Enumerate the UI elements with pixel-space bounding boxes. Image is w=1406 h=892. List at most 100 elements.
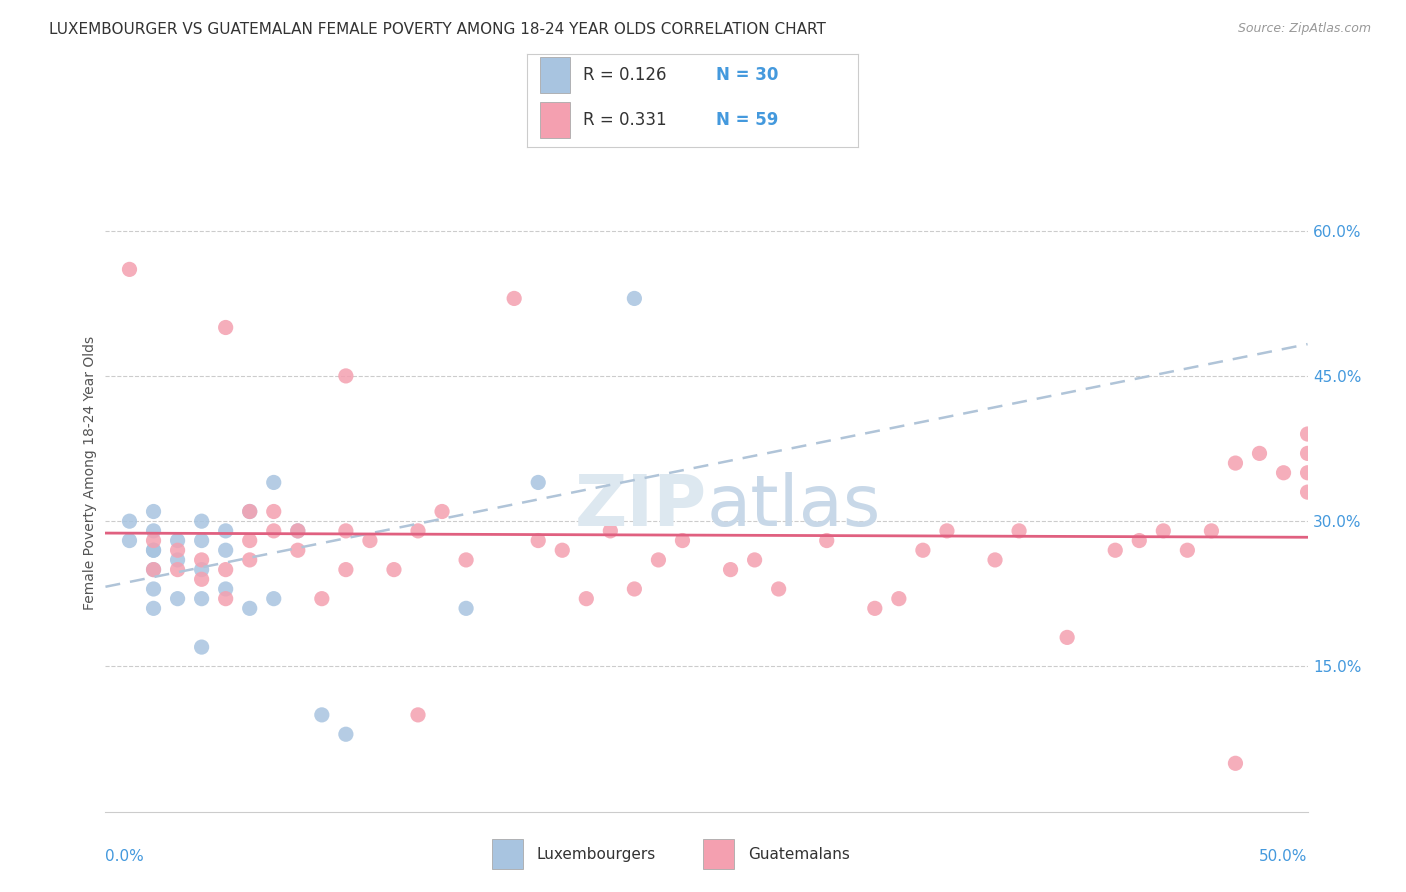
Point — [430, 504, 453, 518]
Point — [142, 543, 165, 558]
Point — [936, 524, 959, 538]
Point — [503, 292, 526, 306]
Point — [1175, 543, 1198, 558]
Point — [575, 591, 598, 606]
Point — [166, 543, 188, 558]
Point — [190, 553, 212, 567]
Point — [166, 563, 188, 577]
Point — [527, 475, 550, 490]
Point — [623, 582, 645, 596]
Point — [166, 591, 188, 606]
Point — [142, 563, 165, 577]
Point — [118, 514, 141, 528]
Point — [263, 504, 285, 518]
Bar — [703, 839, 734, 869]
Point — [1296, 485, 1319, 500]
Point — [142, 533, 165, 548]
Point — [527, 533, 550, 548]
Point — [214, 524, 236, 538]
Point — [214, 543, 236, 558]
Point — [190, 572, 212, 586]
Point — [239, 504, 262, 518]
Point — [335, 368, 357, 383]
Point — [142, 504, 165, 518]
Point — [287, 543, 309, 558]
Point — [190, 563, 212, 577]
Point — [744, 553, 766, 567]
Point — [166, 553, 188, 567]
Point — [263, 524, 285, 538]
Bar — [540, 57, 571, 93]
Point — [190, 640, 212, 654]
Point — [335, 727, 357, 741]
Point — [214, 320, 236, 334]
Point — [1201, 524, 1223, 538]
Point — [1296, 427, 1319, 442]
Point — [190, 533, 212, 548]
Point — [1152, 524, 1174, 538]
Point — [406, 524, 429, 538]
Point — [239, 533, 262, 548]
Point — [454, 553, 477, 567]
Point — [984, 553, 1007, 567]
Point — [359, 533, 381, 548]
Point — [287, 524, 309, 538]
Text: Luxembourgers: Luxembourgers — [537, 847, 655, 862]
Point — [1296, 446, 1319, 460]
Point — [406, 707, 429, 722]
Point — [1104, 543, 1126, 558]
Point — [382, 563, 405, 577]
Bar — [492, 839, 523, 869]
Point — [1225, 456, 1247, 470]
Point — [1128, 533, 1150, 548]
Point — [214, 591, 236, 606]
Point — [142, 563, 165, 577]
Text: 50.0%: 50.0% — [1260, 849, 1308, 864]
Text: LUXEMBOURGER VS GUATEMALAN FEMALE POVERTY AMONG 18-24 YEAR OLDS CORRELATION CHAR: LUXEMBOURGER VS GUATEMALAN FEMALE POVERT… — [49, 22, 827, 37]
Point — [863, 601, 886, 615]
Point — [239, 504, 262, 518]
Point — [647, 553, 669, 567]
Text: 0.0%: 0.0% — [105, 849, 145, 864]
Point — [768, 582, 790, 596]
Point — [599, 524, 621, 538]
Point — [214, 582, 236, 596]
Text: ZIP: ZIP — [574, 472, 707, 541]
Point — [335, 563, 357, 577]
Point — [142, 543, 165, 558]
Y-axis label: Female Poverty Among 18-24 Year Olds: Female Poverty Among 18-24 Year Olds — [83, 335, 97, 610]
Point — [1249, 446, 1271, 460]
Point — [190, 591, 212, 606]
Point — [118, 533, 141, 548]
Point — [214, 563, 236, 577]
Text: R = 0.331: R = 0.331 — [583, 111, 666, 129]
Point — [142, 601, 165, 615]
Point — [239, 553, 262, 567]
Point — [1225, 756, 1247, 771]
Point — [142, 582, 165, 596]
Text: N = 30: N = 30 — [716, 66, 778, 84]
Bar — [540, 103, 571, 138]
Text: Guatemalans: Guatemalans — [748, 847, 849, 862]
Point — [1008, 524, 1031, 538]
Text: atlas: atlas — [707, 472, 882, 541]
Point — [1056, 631, 1078, 645]
Point — [887, 591, 910, 606]
Point — [190, 514, 212, 528]
Point — [239, 601, 262, 615]
Text: N = 59: N = 59 — [716, 111, 778, 129]
Point — [335, 524, 357, 538]
Point — [311, 707, 333, 722]
Point — [720, 563, 742, 577]
Text: R = 0.126: R = 0.126 — [583, 66, 666, 84]
Point — [623, 292, 645, 306]
Point — [263, 475, 285, 490]
Point — [166, 533, 188, 548]
Point — [263, 591, 285, 606]
Point — [671, 533, 693, 548]
Point — [118, 262, 141, 277]
Point — [1272, 466, 1295, 480]
Text: Source: ZipAtlas.com: Source: ZipAtlas.com — [1237, 22, 1371, 36]
Point — [1296, 466, 1319, 480]
Point — [454, 601, 477, 615]
